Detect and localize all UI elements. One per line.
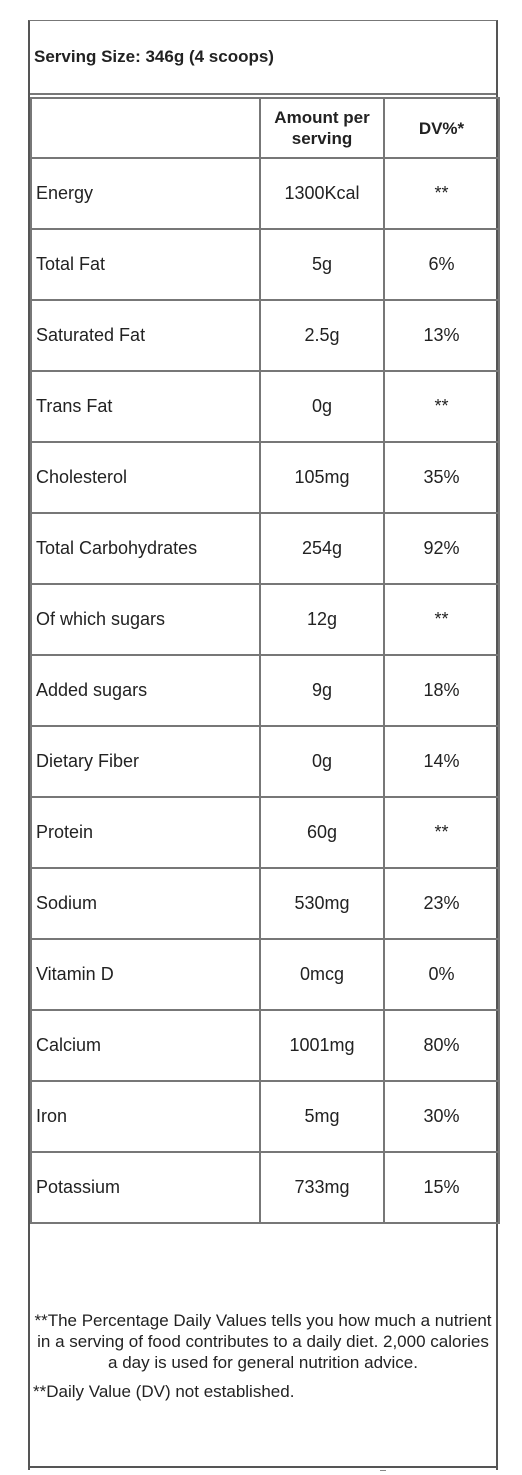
footnotes: **The Percentage Daily Values tells you … (30, 1296, 496, 1402)
daily-value-percent: ** (383, 583, 500, 656)
serving-size: Serving Size: 346g (4 scoops) (30, 21, 496, 95)
daily-value-percent: 80% (383, 1009, 500, 1082)
daily-value-percent: ** (383, 157, 500, 230)
amount-value: 254g (259, 512, 385, 585)
bottom-border (28, 1466, 498, 1468)
daily-value-percent: ** (383, 370, 500, 443)
header-nutrient (30, 97, 261, 159)
daily-value-percent: 0% (383, 938, 500, 1011)
nutrient-name: Cholesterol (30, 441, 261, 514)
amount-value: 9g (259, 654, 385, 727)
nutrient-name: Of which sugars (30, 583, 261, 656)
table-row: Of which sugars 12g ** (30, 583, 500, 656)
header-daily-value: DV%* (383, 97, 500, 159)
nutrient-name: Vitamin D (30, 938, 261, 1011)
table-row: Total Carbohydrates 254g 92% (30, 512, 500, 585)
header-amount-per-serving: Amount per serving (259, 97, 385, 159)
table-row: Trans Fat 0g ** (30, 370, 500, 443)
amount-value: 105mg (259, 441, 385, 514)
amount-value: 0mcg (259, 938, 385, 1011)
table-row: Protein 60g ** (30, 796, 500, 869)
nutrient-name: Calcium (30, 1009, 261, 1082)
daily-value-percent: 30% (383, 1080, 500, 1153)
daily-value-percent: ** (383, 796, 500, 869)
amount-value: 5mg (259, 1080, 385, 1153)
amount-value: 1300Kcal (259, 157, 385, 230)
table-row: Saturated Fat 2.5g 13% (30, 299, 500, 372)
amount-value: 5g (259, 228, 385, 301)
nutrient-name: Total Carbohydrates (30, 512, 261, 585)
amount-value: 0g (259, 370, 385, 443)
nutrient-name: Saturated Fat (30, 299, 261, 372)
amount-value: 12g (259, 583, 385, 656)
table-header-row: Amount per serving DV%* (30, 97, 500, 159)
daily-value-percent: 13% (383, 299, 500, 372)
table-row: Sodium 530mg 23% (30, 867, 500, 940)
daily-value-percent: 15% (383, 1151, 500, 1224)
nutrient-name: Iron (30, 1080, 261, 1153)
table-row: Cholesterol 105mg 35% (30, 441, 500, 514)
nutrient-name: Dietary Fiber (30, 725, 261, 798)
table-row: Potassium 733mg 15% (30, 1151, 500, 1224)
amount-value: 530mg (259, 867, 385, 940)
daily-value-percent: 14% (383, 725, 500, 798)
nutrient-name: Trans Fat (30, 370, 261, 443)
table-row: Added sugars 9g 18% (30, 654, 500, 727)
nutrient-name: Energy (30, 157, 261, 230)
nutrient-name: Potassium (30, 1151, 261, 1224)
amount-value: 733mg (259, 1151, 385, 1224)
nutrition-facts-panel: Serving Size: 346g (4 scoops) Amount per… (28, 20, 500, 1470)
dv-not-established-note: **Daily Value (DV) not established. (33, 1382, 295, 1401)
table-row: Total Fat 5g 6% (30, 228, 500, 301)
daily-value-percent: 23% (383, 867, 500, 940)
daily-value-percent: 18% (383, 654, 500, 727)
amount-value: 1001mg (259, 1009, 385, 1082)
nutrient-name: Protein (30, 796, 261, 869)
divider (380, 1470, 386, 1475)
daily-value-percent: 35% (383, 441, 500, 514)
table-row: Iron 5mg 30% (30, 1080, 500, 1153)
table-row: Vitamin D 0mcg 0% (30, 938, 500, 1011)
daily-value-percent: 6% (383, 228, 500, 301)
daily-value-percent: 92% (383, 512, 500, 585)
table-row: Dietary Fiber 0g 14% (30, 725, 500, 798)
table-row: Calcium 1001mg 80% (30, 1009, 500, 1082)
nutrient-name: Total Fat (30, 228, 261, 301)
amount-value: 2.5g (259, 299, 385, 372)
nutrient-name: Sodium (30, 867, 261, 940)
percentage-daily-value-note: **The Percentage Daily Values tells you … (34, 1311, 492, 1372)
amount-value: 60g (259, 796, 385, 869)
nutrient-name: Added sugars (30, 654, 261, 727)
nutrition-table: Amount per serving DV%* Energy 1300Kcal **… (30, 97, 500, 1224)
amount-value: 0g (259, 725, 385, 798)
table-row: Energy 1300Kcal ** (30, 157, 500, 230)
